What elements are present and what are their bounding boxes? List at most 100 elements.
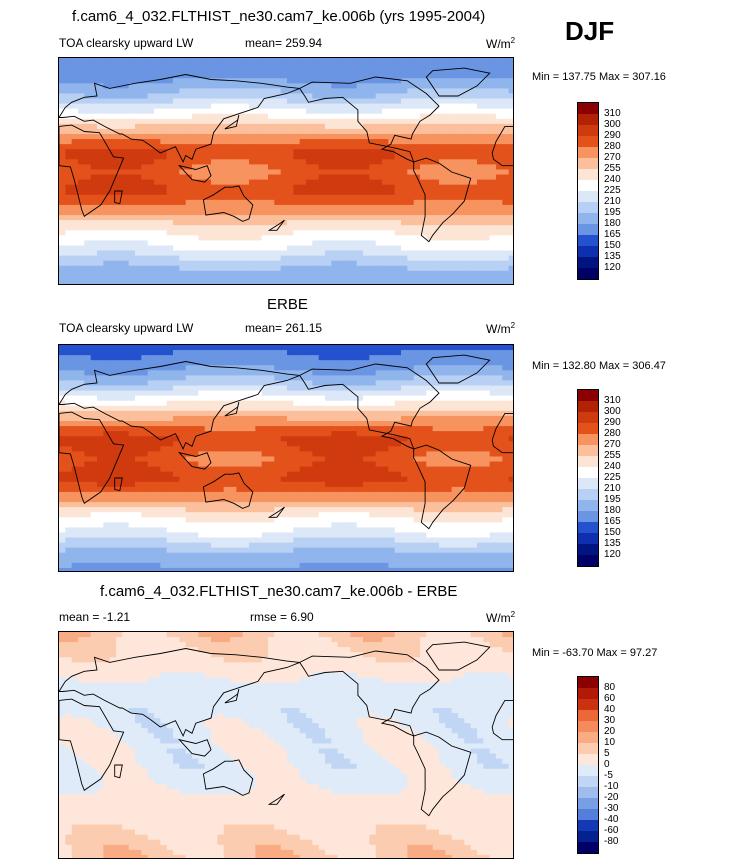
- heatmap-cell: [71, 355, 79, 361]
- heatmap-cell: [439, 174, 446, 181]
- heatmap-cell: [78, 159, 85, 165]
- colorbar-cell: [578, 103, 598, 114]
- heatmap-cell: [179, 375, 187, 382]
- heatmap-cell: [280, 164, 288, 171]
- heatmap-cell: [287, 128, 294, 135]
- heatmap-cell: [274, 159, 282, 165]
- heatmap-cell: [84, 220, 92, 226]
- heatmap-cell: [160, 144, 168, 150]
- heatmap-cell: [388, 270, 396, 277]
- heatmap-cell: [122, 184, 130, 191]
- heatmap-cell: [451, 149, 459, 155]
- heatmap-cell: [211, 220, 218, 226]
- heatmap-cell: [116, 360, 123, 366]
- heatmap-cell: [242, 169, 250, 176]
- heatmap-cell: [242, 159, 250, 165]
- heatmap-cell: [496, 265, 503, 272]
- heatmap-cell: [249, 98, 256, 105]
- heatmap-cell: [439, 436, 446, 442]
- heatmap-cell: [192, 245, 199, 252]
- heatmap-cell: [135, 426, 142, 432]
- heatmap-cell: [274, 395, 282, 402]
- heatmap-cell: [363, 350, 370, 356]
- heatmap-cell: [255, 184, 263, 191]
- heatmap-cell: [331, 73, 339, 79]
- heatmap-cell: [179, 149, 187, 155]
- heatmap-cell: [166, 410, 174, 417]
- heatmap-cell: [477, 154, 484, 160]
- heatmap-cell: [255, 98, 263, 105]
- heatmap-cell: [166, 365, 174, 371]
- heatmap-cell: [350, 73, 358, 79]
- heatmap-cell: [90, 400, 98, 407]
- heatmap-cell: [375, 410, 383, 417]
- heatmap-cell: [312, 230, 320, 236]
- heatmap-cell: [496, 83, 503, 89]
- heatmap-cell: [293, 260, 301, 267]
- heatmap-cell: [426, 380, 434, 387]
- heatmap-cell: [382, 250, 389, 257]
- heatmap-cell: [470, 245, 478, 252]
- heatmap-cell: [249, 255, 256, 262]
- heatmap-cell: [141, 255, 149, 262]
- heatmap-cell: [128, 405, 136, 412]
- heatmap-cell: [173, 235, 180, 241]
- heatmap-cell: [306, 245, 313, 252]
- heatmap-cell: [312, 113, 320, 120]
- heatmap-cell: [135, 451, 142, 458]
- heatmap-cell: [401, 441, 408, 447]
- heatmap-cell: [217, 230, 225, 236]
- heatmap-cell: [401, 179, 408, 186]
- heatmap-cell: [135, 184, 142, 191]
- heatmap-cell: [394, 68, 402, 74]
- heatmap-cell: [420, 149, 427, 155]
- heatmap-cell: [97, 225, 104, 231]
- heatmap-cell: [84, 280, 92, 284]
- heatmap-cell: [382, 128, 389, 135]
- heatmap-cell: [242, 370, 250, 376]
- heatmap-cell: [255, 280, 263, 284]
- heatmap-cell: [356, 410, 364, 417]
- heatmap-cell: [483, 456, 491, 463]
- heatmap-cell: [223, 103, 231, 110]
- heatmap-cell: [59, 98, 66, 105]
- heatmap-cell: [369, 350, 377, 356]
- heatmap-cell: [325, 270, 332, 277]
- heatmap-cell: [103, 240, 111, 247]
- heatmap-cell: [109, 68, 117, 74]
- heatmap-cell: [363, 345, 370, 351]
- heatmap-cell: [337, 118, 345, 125]
- heatmap-cell: [432, 390, 440, 397]
- heatmap-cell: [103, 400, 111, 407]
- heatmap-cell: [59, 421, 66, 427]
- heatmap-cell: [128, 159, 136, 165]
- heatmap-cell: [293, 410, 301, 417]
- heatmap-cell: [496, 78, 503, 84]
- heatmap-cell: [255, 370, 263, 376]
- heatmap-cell: [97, 235, 104, 241]
- heatmap-cell: [242, 123, 250, 130]
- heatmap-cell: [280, 154, 288, 160]
- heatmap-cell: [147, 275, 155, 282]
- heatmap-cell: [135, 395, 142, 402]
- heatmap-cell: [217, 63, 225, 69]
- heatmap-cell: [154, 230, 161, 236]
- heatmap-cell: [274, 88, 282, 95]
- heatmap-cell: [173, 93, 180, 100]
- heatmap-cell: [192, 88, 199, 95]
- heatmap-cell: [363, 68, 370, 74]
- heatmap-cell: [242, 451, 250, 458]
- heatmap-cell: [261, 380, 269, 387]
- heatmap-cell: [445, 83, 453, 89]
- heatmap-cell: [420, 235, 427, 241]
- heatmap-cell: [128, 275, 136, 282]
- heatmap-cell: [489, 113, 497, 120]
- heatmap-cell: [274, 225, 282, 231]
- heatmap-cell: [299, 275, 307, 282]
- heatmap-cell: [249, 199, 256, 206]
- heatmap-cell: [483, 210, 491, 216]
- heatmap-cell: [84, 144, 92, 150]
- heatmap-cell: [268, 169, 275, 176]
- heatmap-cell: [407, 139, 415, 145]
- heatmap-cell: [185, 436, 193, 442]
